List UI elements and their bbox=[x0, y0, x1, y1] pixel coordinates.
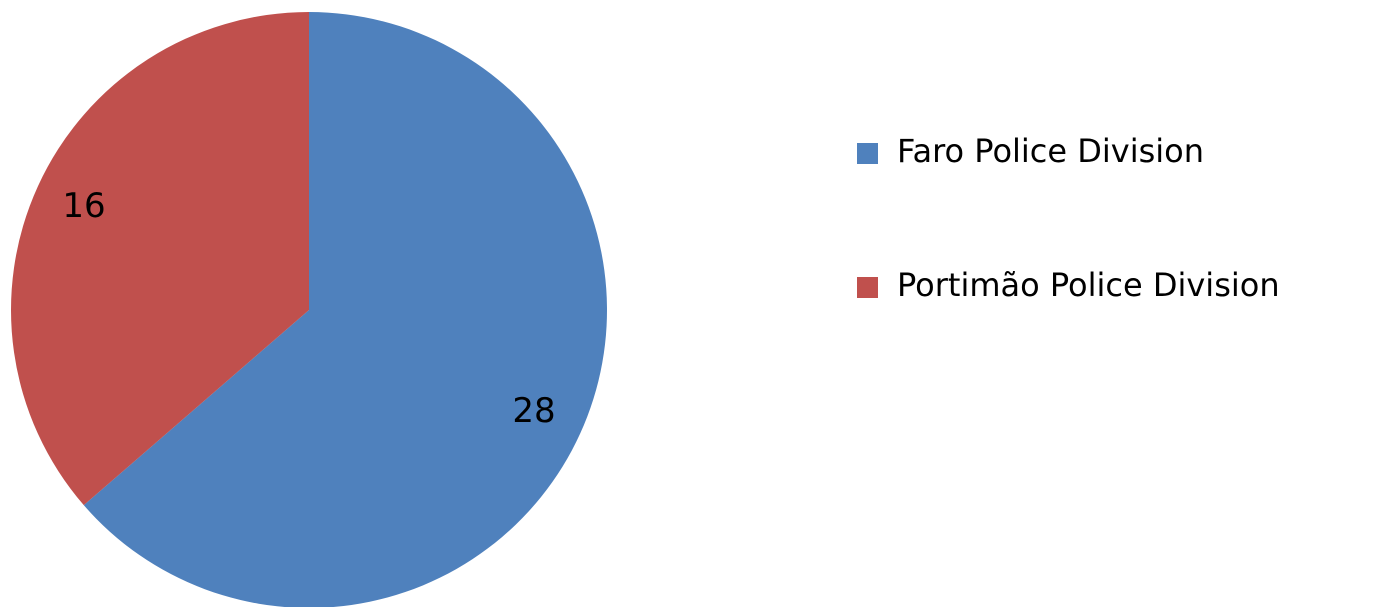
data-label: 28 bbox=[512, 391, 555, 431]
legend-label: Portimão Police Division bbox=[897, 266, 1280, 304]
legend-label: Faro Police Division bbox=[897, 132, 1204, 170]
pie-slice bbox=[11, 12, 310, 506]
data-label: 16 bbox=[62, 186, 105, 226]
legend-swatch bbox=[857, 277, 878, 298]
legend-swatch bbox=[857, 143, 878, 164]
pie-slice bbox=[83, 12, 607, 607]
